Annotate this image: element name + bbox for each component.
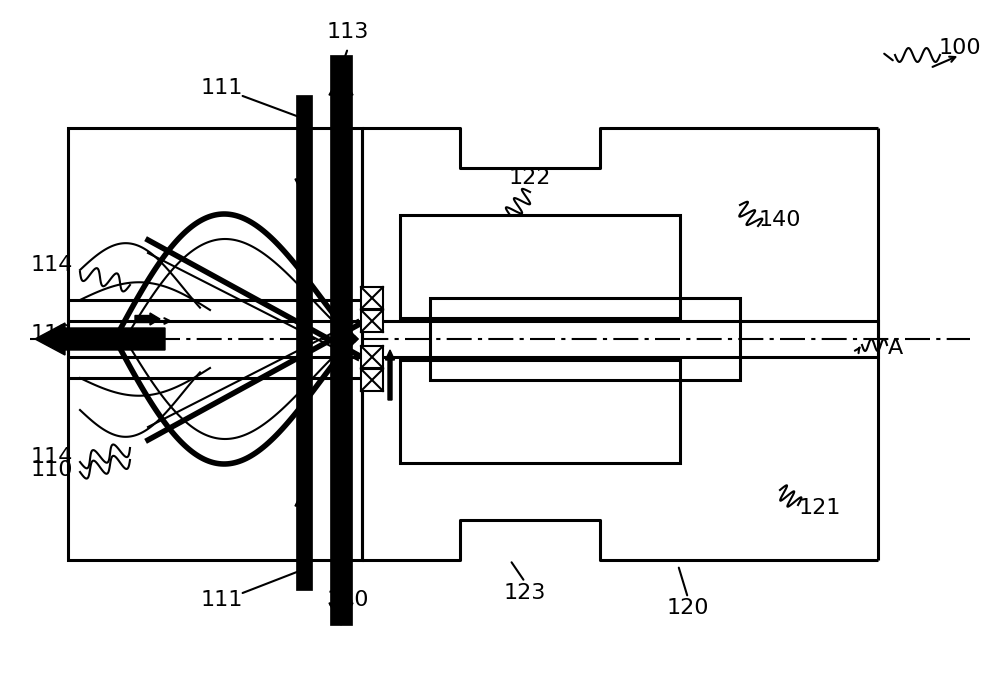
FancyArrow shape: [295, 145, 311, 195]
Text: 140: 140: [759, 210, 801, 230]
FancyArrow shape: [386, 350, 394, 400]
FancyArrow shape: [329, 73, 353, 128]
FancyArrow shape: [135, 313, 160, 325]
Text: 122: 122: [509, 168, 551, 188]
Text: 100: 100: [939, 38, 981, 58]
Text: 114: 114: [31, 255, 73, 275]
Text: 112: 112: [31, 324, 73, 344]
Bar: [361, 310, 383, 332]
Bar: [361, 369, 383, 391]
FancyArrow shape: [35, 323, 165, 355]
Bar: [330, 55, 352, 625]
FancyArrow shape: [329, 570, 353, 625]
Text: 114: 114: [31, 447, 73, 467]
Text: 130: 130: [327, 590, 369, 610]
Bar: [68, 128, 362, 560]
Text: 113: 113: [327, 22, 369, 42]
Bar: [430, 298, 740, 380]
Text: 111: 111: [201, 590, 243, 610]
FancyArrow shape: [295, 490, 311, 540]
Bar: [361, 346, 383, 368]
Text: A: A: [887, 338, 903, 358]
Bar: [296, 95, 312, 590]
Bar: [361, 287, 383, 309]
Bar: [400, 215, 680, 318]
Text: 110: 110: [31, 460, 73, 480]
Text: 121: 121: [799, 498, 841, 518]
Text: 111: 111: [201, 78, 243, 98]
Text: 123: 123: [504, 583, 546, 603]
Bar: [400, 360, 680, 463]
Bar: [68, 321, 878, 357]
Text: 120: 120: [667, 598, 709, 618]
